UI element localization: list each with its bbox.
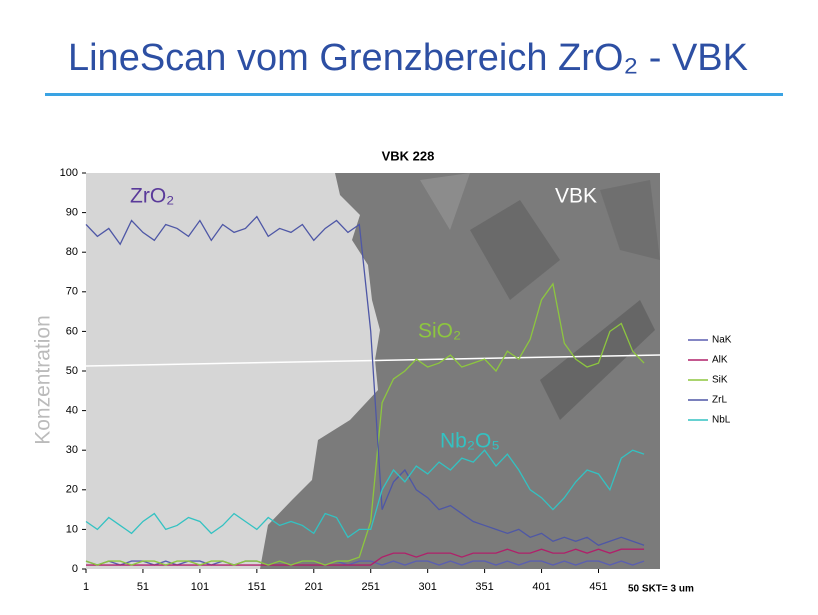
y-tick-label: 60 [66,325,78,337]
y-tick-label: 70 [66,286,78,298]
annotation: VBK [555,185,597,208]
legend-label: SiK [712,375,728,386]
y-tick-label: 0 [72,563,78,575]
annotation: ZrO₂ [130,185,174,208]
y-tick-label: 10 [66,523,78,535]
x-tick-label: 451 [589,581,607,593]
x-tick-label: 1 [83,581,89,593]
slide-title: LineScan vom Grenzbereich ZrO₂ - VBK [68,37,748,79]
y-tick-label: 20 [66,484,78,496]
annotation: SiO₂ [418,320,461,343]
footnote: 50 SKT= 3 um [628,584,694,595]
x-tick-label: 201 [305,581,323,593]
title-underline [45,93,783,96]
x-tick-label: 101 [191,581,209,593]
legend-label: NaK [712,335,732,346]
y-tick-label: 80 [66,246,78,258]
x-tick-label: 401 [532,581,550,593]
legend-label: NbL [712,415,731,426]
x-tick-label: 151 [248,581,266,593]
y-tick-label: 40 [66,405,78,417]
y-tick-label: 30 [66,444,78,456]
legend-label: AlK [712,355,728,366]
annotation: Nb₂O₅ [440,430,500,453]
x-tick-label: 351 [475,581,493,593]
chart-title: VBK 228 [382,148,435,163]
x-tick-label: 301 [418,581,436,593]
x-tick-label: 251 [362,581,380,593]
y-tick-label: 90 [66,207,78,219]
y-axis-label: Konzentration [32,315,55,445]
y-tick-label: 100 [60,167,78,179]
slide: LineScan vom Grenzbereich ZrO₂ - VBK VBK… [0,0,818,615]
x-tick-label: 51 [137,581,149,593]
legend-label: ZrL [712,395,727,406]
y-tick-label: 50 [66,365,78,377]
